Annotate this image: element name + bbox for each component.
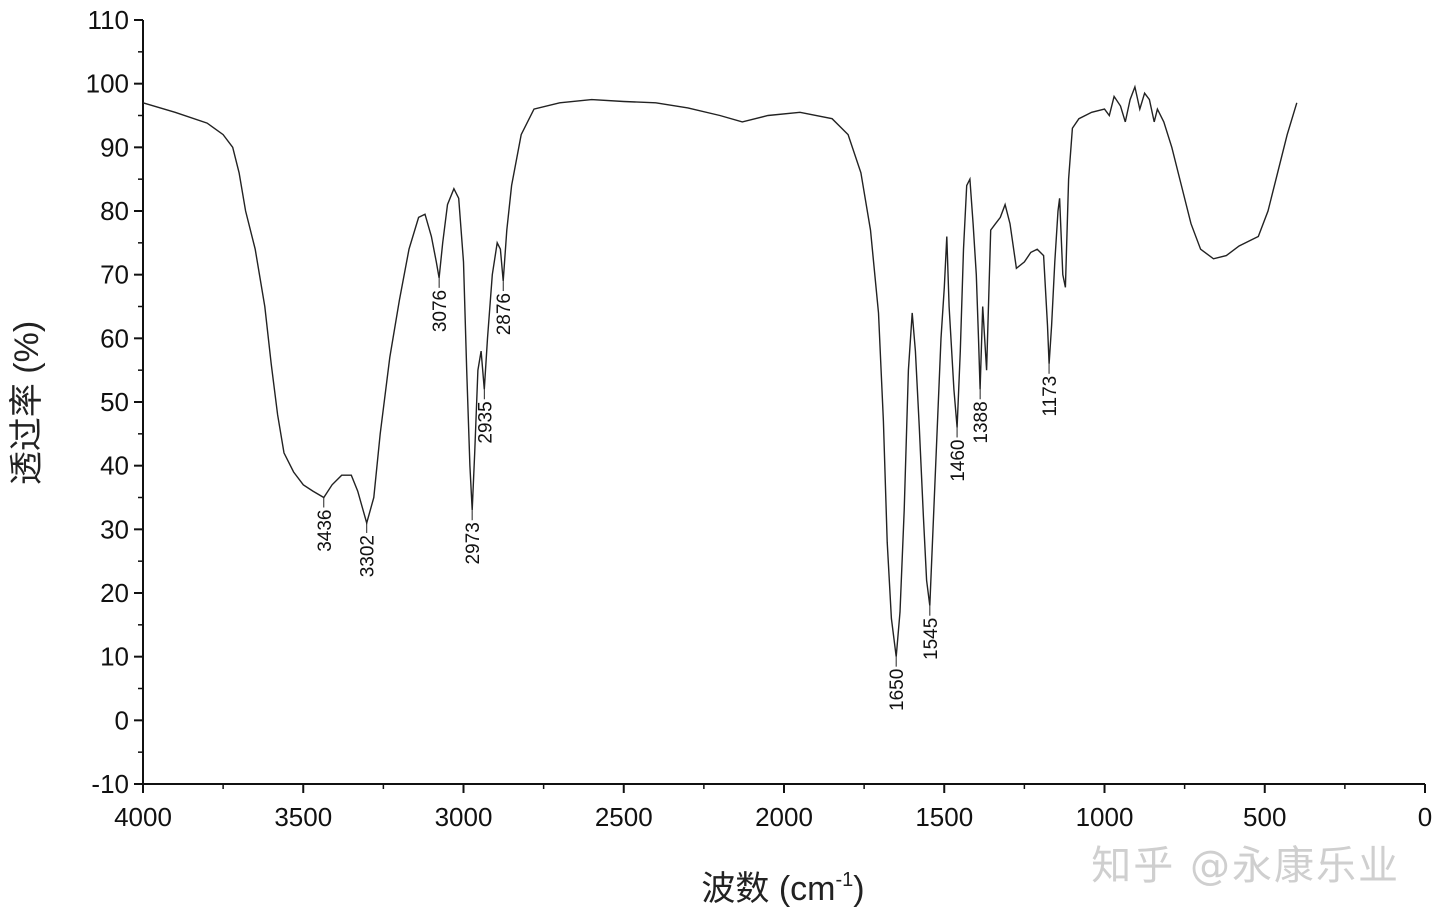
x-tick-label: 500 [1243,802,1286,832]
x-axis-title-suffix: ) [853,870,864,908]
y-tick-label: 20 [100,578,129,608]
y-tick-label: 30 [100,514,129,544]
peak-label: 1460 [948,440,969,482]
y-tick-label: 110 [88,5,129,35]
x-tick-label: 3500 [274,802,332,832]
peak-label: 3436 [315,510,336,552]
peak-label: 2876 [494,293,515,335]
peak-label: 1173 [1040,376,1061,417]
y-axis-title: 透过率 (%) [8,321,46,485]
peak-label: 2935 [475,401,496,443]
peak-label: 3076 [430,290,451,332]
spectrum-line [142,84,1298,657]
peak-label: 2973 [463,522,484,564]
x-tick-label: 4000 [114,802,172,832]
x-axis-title: 波数 (cm-1) [701,869,864,908]
x-tick-label: 2500 [595,802,653,832]
axes: -10 0 10 20 30 40 50 60 70 80 90 100 110 4000 3500 3000… [86,5,1433,832]
peak-label: 1388 [971,401,992,443]
peak-label: 3302 [358,535,379,577]
y-tick-label: 60 [100,323,129,353]
y-tick-label: 90 [100,132,129,162]
y-tick-label: 50 [100,387,129,417]
x-axis-title-sup: -1 [835,869,853,891]
watermark: 知乎 @永康乐业 [1091,843,1400,889]
x-tick-label: 1000 [1076,802,1134,832]
y-tick-label: 40 [100,451,129,481]
peak-label: 1545 [921,618,942,660]
x-tick-label: 1500 [915,802,973,832]
y-tick-label: 100 [86,69,129,99]
peak-label: 1650 [887,669,908,711]
y-tick-label: -10 [91,769,129,799]
y-tick-label: 80 [100,196,129,226]
x-tick-label: 3000 [435,802,493,832]
y-tick-label: 70 [100,260,129,290]
x-axis-title-main: 波数 (cm [701,870,835,908]
x-tick-label: 2000 [755,802,813,832]
y-tick-label: 0 [115,705,129,735]
x-tick-label: 0 [1418,802,1432,832]
y-tick-label: 10 [100,642,129,672]
peak-annotations: 3436 3302 3076 2973 2935 2876 1650 1545 14601388… [315,277,1061,711]
